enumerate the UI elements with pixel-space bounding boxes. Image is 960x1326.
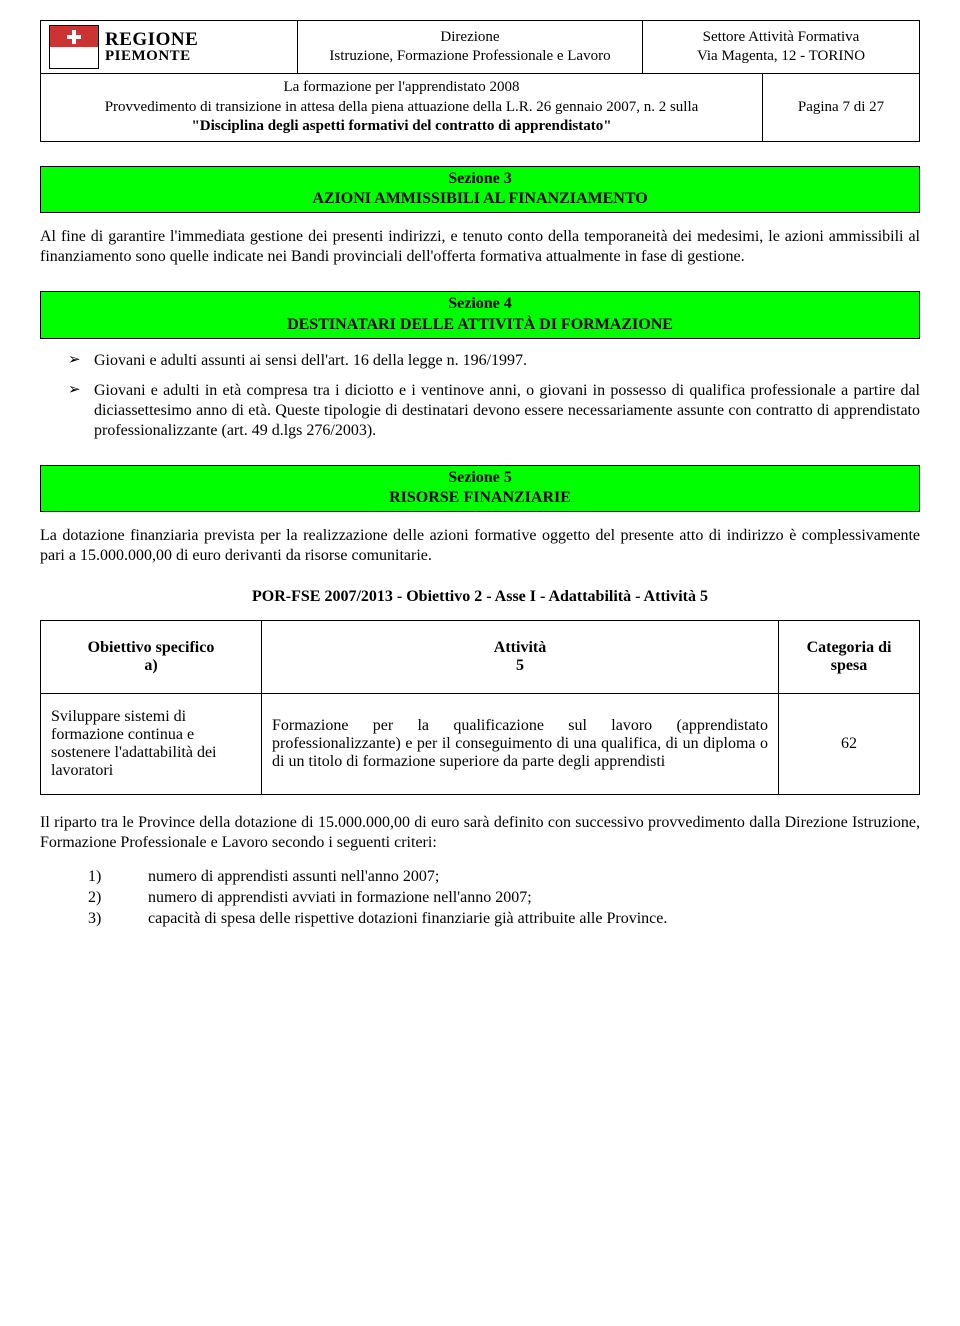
criteria-num: 1) <box>88 867 148 887</box>
section-4-banner: Sezione 4 DESTINATARI DELLE ATTIVITÀ DI … <box>40 291 920 339</box>
header-center-l2: Istruzione, Formazione Professionale e L… <box>329 48 610 64</box>
th-c2-l2: 5 <box>516 657 524 674</box>
list-item: 3) capacità di spesa delle rispettive do… <box>88 909 920 929</box>
list-item: Giovani e adulti assunti ai sensi dell'a… <box>68 351 920 371</box>
criteria-list: 1) numero di apprendisti assunti nell'an… <box>88 867 920 929</box>
header-right-l2: Via Magenta, 12 - TORINO <box>697 48 865 64</box>
page: REGIONE PIEMONTE Direzione Istruzione, F… <box>0 0 960 970</box>
table-header-category: Categoria di spesa <box>779 621 920 694</box>
th-c3-l1: Categoria di <box>807 639 892 656</box>
logo-text: REGIONE PIEMONTE <box>105 30 198 64</box>
table-cell-objective: Sviluppare sistemi di formazione continu… <box>41 694 262 795</box>
header-center-l1: Direzione <box>440 29 499 45</box>
subheader-l3: "Disciplina degli aspetti formativi del … <box>191 118 611 134</box>
header-right: Settore Attività Formativa Via Magenta, … <box>643 21 920 74</box>
table-cell-activity: Formazione per la qualificazione sul lav… <box>262 694 779 795</box>
logo-line2: PIEMONTE <box>105 49 198 64</box>
th-c3-l2: spesa <box>831 657 867 674</box>
subheader-table: La formazione per l'apprendistato 2008 P… <box>40 73 920 142</box>
criteria-num: 2) <box>88 888 148 908</box>
section-5-subtitle: POR-FSE 2007/2013 - Obiettivo 2 - Asse I… <box>40 588 920 606</box>
criteria-num: 3) <box>88 909 148 929</box>
subheader-l2: Provvedimento di transizione in attesa d… <box>105 99 699 115</box>
section-4-title-l1: Sezione 4 <box>448 295 512 312</box>
subheader-l1: La formazione per l'apprendistato 2008 <box>284 79 520 95</box>
section-3-body: Al fine di garantire l'immediata gestion… <box>40 227 920 267</box>
region-flag-icon <box>49 25 99 69</box>
criteria-text: numero di apprendisti avviati in formazi… <box>148 888 532 908</box>
criteria-text: numero di apprendisti assunti nell'anno … <box>148 867 439 887</box>
table-header-row: Obiettivo specifico a) Attività 5 Catego… <box>41 621 920 694</box>
section-4-bullets: Giovani e adulti assunti ai sensi dell'a… <box>68 351 920 441</box>
section-3-title-l1: Sezione 3 <box>448 170 512 187</box>
table-header-activity: Attività 5 <box>262 621 779 694</box>
table-cell-category: 62 <box>779 694 920 795</box>
criteria-text: capacità di spesa delle rispettive dotaz… <box>148 909 667 929</box>
page-number: Pagina 7 di 27 <box>763 74 920 142</box>
funding-table: Obiettivo specifico a) Attività 5 Catego… <box>40 620 920 795</box>
logo-cell: REGIONE PIEMONTE <box>41 21 298 74</box>
section-5-title-l2: RISORSE FINANZIARIE <box>389 489 571 506</box>
section-5-tail: Il riparto tra le Province della dotazio… <box>40 813 920 853</box>
section-3-banner: Sezione 3 AZIONI AMMISSIBILI AL FINANZIA… <box>40 166 920 214</box>
list-item: 1) numero di apprendisti assunti nell'an… <box>88 867 920 887</box>
th-c1-l1: Obiettivo specifico <box>88 639 215 656</box>
header-right-l1: Settore Attività Formativa <box>703 29 860 45</box>
section-5-banner: Sezione 5 RISORSE FINANZIARIE <box>40 465 920 513</box>
section-5-title-l1: Sezione 5 <box>448 469 512 486</box>
th-c2-l1: Attività <box>494 639 546 656</box>
header-table: REGIONE PIEMONTE Direzione Istruzione, F… <box>40 20 920 74</box>
list-item: 2) numero di apprendisti avviati in form… <box>88 888 920 908</box>
table-row: Sviluppare sistemi di formazione continu… <box>41 694 920 795</box>
table-header-objective: Obiettivo specifico a) <box>41 621 262 694</box>
section-3-title-l2: AZIONI AMMISSIBILI AL FINANZIAMENTO <box>312 190 647 207</box>
header-center: Direzione Istruzione, Formazione Profess… <box>298 21 643 74</box>
section-4-title-l2: DESTINATARI DELLE ATTIVITÀ DI FORMAZIONE <box>287 316 673 333</box>
list-item: Giovani e adulti in età compresa tra i d… <box>68 381 920 441</box>
logo-line1: REGIONE <box>105 30 198 49</box>
th-c1-l2: a) <box>144 657 157 674</box>
subheader-left: La formazione per l'apprendistato 2008 P… <box>41 74 763 142</box>
logo-box: REGIONE PIEMONTE <box>49 25 289 69</box>
section-5-body: La dotazione finanziaria prevista per la… <box>40 526 920 566</box>
